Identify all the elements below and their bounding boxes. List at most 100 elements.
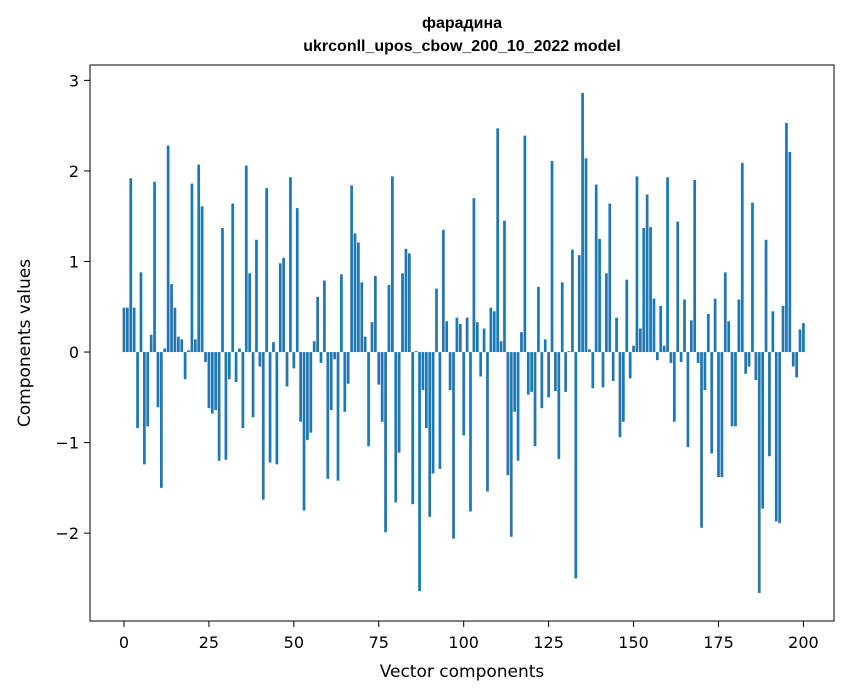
bar-70 <box>360 282 364 353</box>
bar-12 <box>163 348 167 353</box>
bar-197 <box>791 352 795 367</box>
chart-title-line-2: ukrconll_upos_cbow_200_10_2022 model <box>303 38 620 55</box>
x-tick-label: 0 <box>119 633 129 652</box>
bar-146 <box>618 352 622 438</box>
bar-174 <box>713 298 717 353</box>
bar-156 <box>652 298 656 353</box>
bar-16 <box>176 336 180 353</box>
bar-186 <box>754 352 758 381</box>
bar-43 <box>268 352 272 463</box>
bar-157 <box>655 352 659 361</box>
bar-61 <box>329 352 333 411</box>
bar-25 <box>207 352 211 409</box>
bar-142 <box>605 273 608 353</box>
bar-92 <box>435 288 438 353</box>
bar-150 <box>632 345 635 353</box>
bar-153 <box>642 228 646 353</box>
bar-168 <box>693 180 697 353</box>
bar-103 <box>472 198 476 353</box>
bar-2 <box>129 178 133 353</box>
bar-166 <box>686 352 690 448</box>
bar-86 <box>414 351 418 353</box>
bar-128 <box>557 352 561 459</box>
bar-96 <box>448 352 452 391</box>
bar-26 <box>210 352 214 414</box>
bar-152 <box>639 328 642 353</box>
bar-181 <box>737 299 741 353</box>
bar-190 <box>768 352 771 457</box>
bar-87 <box>418 352 421 592</box>
bar-145 <box>615 317 618 353</box>
bar-35 <box>241 352 245 429</box>
bar-77 <box>384 352 387 533</box>
bar-28 <box>217 352 221 461</box>
bar-50 <box>292 352 296 369</box>
bar-188 <box>761 352 765 509</box>
bar-58 <box>319 352 323 363</box>
bar-173 <box>710 352 714 454</box>
bar-194 <box>781 305 785 353</box>
bar-68 <box>353 233 357 353</box>
bar-124 <box>543 339 547 353</box>
bar-69 <box>357 242 360 353</box>
bar-187 <box>757 352 761 593</box>
bar-8 <box>149 334 153 353</box>
bar-123 <box>540 352 544 409</box>
bar-198 <box>795 352 798 378</box>
bar-140 <box>598 238 601 353</box>
bar-165 <box>683 299 686 353</box>
y-tick-label: −2 <box>55 524 79 543</box>
bar-120 <box>530 352 533 392</box>
bar-79 <box>391 176 394 353</box>
bar-5 <box>139 272 143 353</box>
bar-30 <box>224 352 228 460</box>
bar-172 <box>706 314 710 353</box>
bar-41 <box>261 352 265 500</box>
bar-135 <box>581 93 584 353</box>
bar-65 <box>343 352 347 412</box>
x-tick-label: 100 <box>448 633 479 652</box>
bar-20 <box>190 183 194 353</box>
bar-27 <box>214 352 218 411</box>
bar-51 <box>295 208 299 353</box>
bar-195 <box>785 122 788 353</box>
bar-108 <box>489 307 493 353</box>
bar-100 <box>462 352 466 436</box>
y-axis-label: Components values <box>15 259 35 427</box>
bar-14 <box>170 284 173 353</box>
bar-193 <box>778 352 781 524</box>
x-tick-label: 150 <box>618 633 649 652</box>
bar-109 <box>492 311 496 353</box>
bar-15 <box>173 307 177 353</box>
bar-169 <box>696 352 700 363</box>
bar-11 <box>159 352 163 488</box>
bar-76 <box>380 352 384 422</box>
bar-200 <box>802 323 805 353</box>
bar-33 <box>234 352 238 382</box>
bar-132 <box>571 249 574 353</box>
bar-42 <box>265 188 269 353</box>
bar-90 <box>428 352 432 517</box>
y-tick-label: 1 <box>69 253 79 272</box>
bar-10 <box>156 352 160 408</box>
bar-85 <box>411 352 415 505</box>
bar-162 <box>672 352 676 422</box>
bar-192 <box>774 352 778 522</box>
y-tick-label: −1 <box>55 434 79 453</box>
bar-73 <box>370 322 374 353</box>
bar-111 <box>499 341 503 353</box>
bar-1 <box>126 307 129 353</box>
x-tick-label: 25 <box>199 633 219 652</box>
bar-64 <box>340 274 343 353</box>
bar-40 <box>258 352 262 367</box>
bar-55 <box>309 352 313 433</box>
bar-38 <box>251 352 255 418</box>
bar-84 <box>407 253 411 353</box>
bar-130 <box>564 352 567 392</box>
bar-49 <box>289 177 292 353</box>
bar-82 <box>401 273 404 353</box>
bar-147 <box>622 352 625 422</box>
bar-122 <box>537 286 540 353</box>
bar-148 <box>625 279 629 353</box>
